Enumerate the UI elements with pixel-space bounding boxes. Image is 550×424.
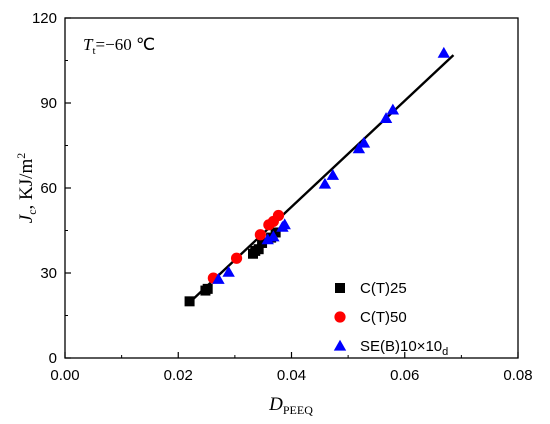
data-point-triangle xyxy=(386,103,400,115)
x-axis-label: DPEEQ xyxy=(268,394,313,417)
temperature-annotation: Tt=−60 ℃ xyxy=(83,35,155,57)
data-point-triangle xyxy=(261,233,274,245)
fit-line-group xyxy=(189,54,455,303)
data-point-triangle xyxy=(379,112,393,123)
y-tick-label: 60 xyxy=(40,180,57,197)
legend-marker-triangle xyxy=(333,339,347,351)
y-axis-label: Jc, KJ/m2 xyxy=(14,153,39,223)
y-tick-label: 120 xyxy=(32,10,57,27)
legend-marker-square xyxy=(335,283,345,293)
data-point-square xyxy=(184,296,195,307)
data-point-triangle xyxy=(267,230,280,242)
data-point-square xyxy=(257,237,268,248)
data-point-triangle xyxy=(212,273,225,284)
legend-label: C(T)50 xyxy=(360,309,407,326)
data-point-circle xyxy=(272,209,285,222)
x-tick-label: 0.04 xyxy=(277,367,306,384)
legend-label: C(T)25 xyxy=(360,280,407,297)
data-points xyxy=(184,46,451,307)
fit-line xyxy=(189,54,455,303)
x-tick-label: 0.02 xyxy=(164,367,193,384)
y-tick-label: 90 xyxy=(40,95,57,112)
plot-frame-rect xyxy=(64,17,519,359)
data-point-triangle xyxy=(278,218,291,230)
series-1 xyxy=(207,209,285,284)
y-tick-label: 30 xyxy=(40,265,57,282)
x-tick-label: 0.08 xyxy=(503,367,532,384)
data-point-circle xyxy=(230,252,243,264)
data-point-square xyxy=(270,227,281,238)
x-tick-label: 0.00 xyxy=(50,367,79,384)
data-point-triangle xyxy=(326,169,340,180)
legend-label: SE(B)10×10d xyxy=(360,338,448,358)
data-point-triangle xyxy=(222,265,235,277)
data-point-square xyxy=(202,283,213,294)
plot-frame xyxy=(64,17,519,359)
x-tick-label: 0.06 xyxy=(390,367,419,384)
data-point-triangle xyxy=(318,177,332,189)
series-2 xyxy=(212,46,451,284)
data-point-triangle xyxy=(437,46,451,58)
data-point-circle xyxy=(254,229,266,241)
data-point-square xyxy=(253,244,264,255)
data-point-triangle xyxy=(357,136,371,148)
legend: C(T)25 C(T)50 SE(B)10×10d xyxy=(333,280,448,358)
y-tick-label: 0 xyxy=(49,350,57,367)
axis-ticks: 0.00 0.02 0.04 0.06 0.08 0 30 60 90 120 xyxy=(32,10,533,384)
legend-marker-circle xyxy=(334,311,346,323)
data-point-triangle xyxy=(352,142,366,154)
